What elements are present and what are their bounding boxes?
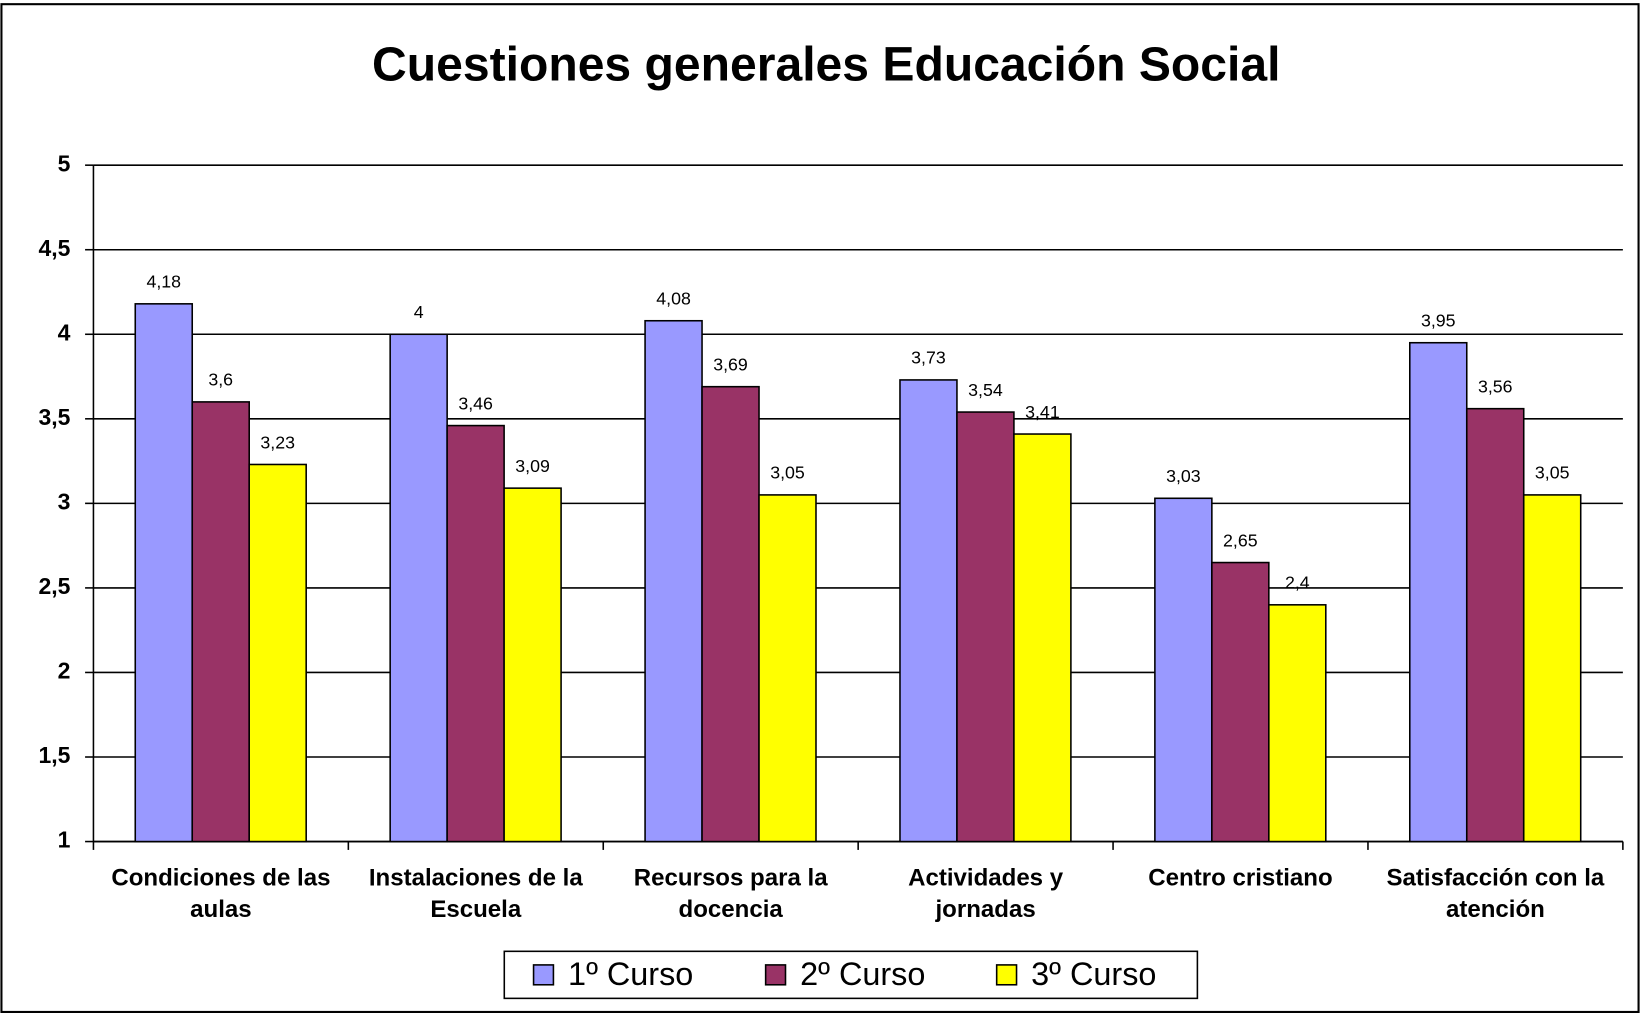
legend-label: 2º Curso xyxy=(800,956,925,992)
x-tick-label: Instalaciones de la Escuela xyxy=(368,863,583,923)
bar xyxy=(956,411,1015,843)
value-label: 4,18 xyxy=(146,272,181,292)
legend-label: 3º Curso xyxy=(1031,956,1156,992)
x-tick-label: Condiciones de las aulas xyxy=(111,863,331,923)
bar xyxy=(758,494,817,843)
legend-swatch xyxy=(764,964,787,986)
bar xyxy=(389,333,448,843)
value-label: 3,41 xyxy=(1025,402,1060,422)
x-tick-label-box: Satisfacción con la atención xyxy=(1386,863,1605,923)
y-tick-label: 2 xyxy=(58,658,71,684)
bar xyxy=(701,385,760,843)
legend-swatch xyxy=(995,964,1018,986)
x-tick-label-box: Condiciones de las aulas xyxy=(111,863,331,923)
value-label: 2,4 xyxy=(1285,573,1310,593)
value-label: 3,6 xyxy=(208,370,233,390)
value-label: 3,69 xyxy=(713,354,748,374)
bar xyxy=(1465,407,1525,843)
bar xyxy=(191,401,250,843)
y-tick-label: 2,5 xyxy=(38,573,70,599)
bar xyxy=(446,424,505,843)
x-tick-label: Satisfacción con la atención xyxy=(1386,863,1605,923)
value-label: 3,23 xyxy=(260,432,295,452)
value-label: 4,08 xyxy=(656,289,691,309)
y-tick-label: 5 xyxy=(58,150,71,176)
bar xyxy=(1154,497,1213,843)
bar xyxy=(134,303,194,843)
bar xyxy=(503,487,562,843)
x-tick-label-box: Instalaciones de la Escuela xyxy=(368,863,583,923)
legend-swatch xyxy=(532,964,555,986)
y-tick-label: 1,5 xyxy=(38,742,70,768)
bar xyxy=(1522,494,1582,843)
value-label: 3,46 xyxy=(458,393,493,413)
x-tick-label-box: Recursos para la docencia xyxy=(633,863,828,923)
value-label: 3,54 xyxy=(968,380,1003,400)
y-tick-label: 4 xyxy=(58,319,71,345)
value-label: 3,56 xyxy=(1478,376,1513,396)
value-label: 3,95 xyxy=(1421,311,1456,331)
bar xyxy=(644,319,703,843)
y-tick-label: 4,5 xyxy=(38,235,70,261)
x-tick-label: Actividades y jornadas xyxy=(908,863,1064,923)
value-label: 2,65 xyxy=(1223,530,1258,550)
value-label: 3,09 xyxy=(515,456,550,476)
bar xyxy=(899,379,958,843)
value-label: 3,05 xyxy=(1535,463,1570,483)
y-tick-label: 1 xyxy=(58,827,71,853)
value-label: 3,03 xyxy=(1166,466,1201,486)
bar xyxy=(1013,433,1072,843)
legend-label: 1º Curso xyxy=(568,956,693,992)
y-tick-label: 3 xyxy=(58,488,71,514)
bar xyxy=(1409,341,1468,843)
x-tick-label-box: Actividades y jornadas xyxy=(908,863,1064,923)
bar xyxy=(1268,604,1327,843)
value-label: 3,05 xyxy=(770,463,805,483)
bar xyxy=(1211,561,1270,843)
x-tick-label: Centro cristiano xyxy=(1148,863,1333,891)
x-tick-label-box: Centro cristiano xyxy=(1148,863,1333,891)
chart-title: Cuestiones generales Educación Social xyxy=(372,38,1280,92)
bar xyxy=(248,463,307,843)
value-label: 3,73 xyxy=(911,348,946,368)
y-tick-label: 3,5 xyxy=(38,404,70,430)
x-tick-label: Recursos para la docencia xyxy=(633,863,828,923)
value-label: 4 xyxy=(414,302,424,322)
legend-box xyxy=(503,950,1199,1000)
